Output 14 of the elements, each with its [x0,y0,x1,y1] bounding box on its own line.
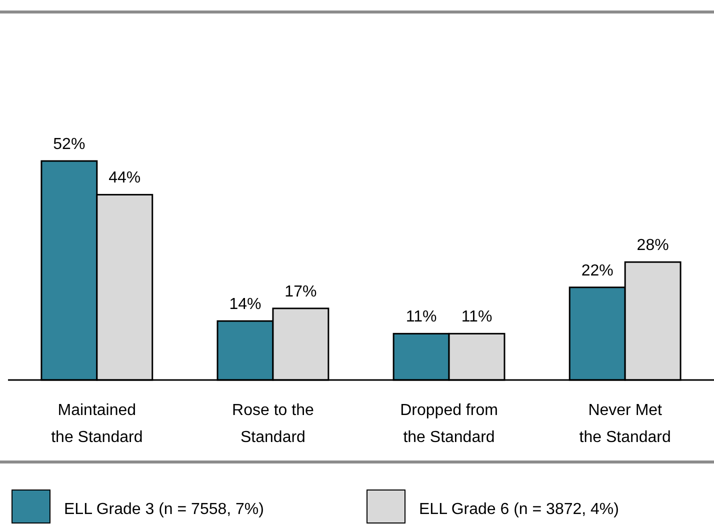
data-label: 52% [53,136,86,153]
data-label: 11% [406,308,437,326]
data-label: 28% [636,237,669,254]
x-tick-label: Dropped from the Standard [400,402,498,446]
x-tick-label: Maintained the Standard [51,402,143,446]
legend-label: ELL Grade 3 (n = 7558, 7%) [64,501,264,518]
legend-label: ELL Grade 6 (n = 3872, 4%) [419,501,619,518]
data-label: 17% [284,283,317,300]
x-tick-label: Never Met the Standard [579,402,671,446]
data-label: 11% [461,308,492,326]
x-tick-label: Rose to the Standard [232,402,314,446]
data-label: 22% [581,262,614,280]
data-label: 14% [229,296,262,314]
data-label: 44% [108,170,141,187]
